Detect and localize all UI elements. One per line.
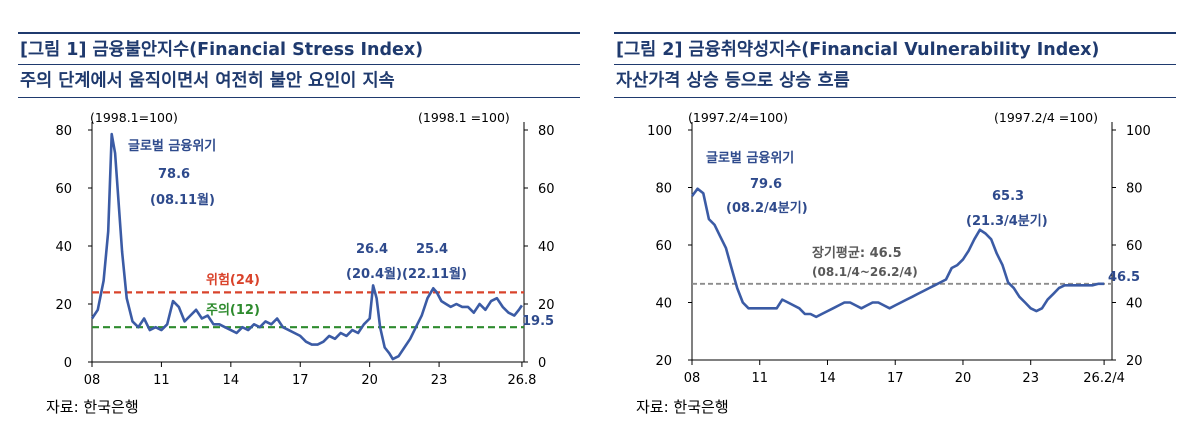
fsi-2022-value: 25.4 — [416, 242, 448, 257]
fvi-xtick-label: 14 — [819, 371, 836, 386]
fsi-figure-title: [그림 1] 금융불안지수(Financial Stress Index) — [18, 32, 580, 66]
fvi-series-line — [690, 187, 1105, 319]
fsi-ytick-left-label: 60 — [55, 182, 72, 197]
fsi-unit-left: (1998.1=100) — [90, 110, 178, 125]
fsi-xtick-label: 20 — [361, 373, 378, 388]
fvi-average-range: (08.1/4~26.2/4) — [812, 265, 918, 279]
fvi-ytick-left-label: 60 — [655, 239, 672, 254]
fvi-2021-value: 65.3 — [992, 189, 1024, 204]
fsi-last-value: 19.5 — [522, 314, 554, 329]
fvi-chart: 20 20 40 40 60 60 80 80 100 100 08 11 14 17 20 23 26.2/4… — [647, 110, 1151, 386]
fvi-ytick-right-label: 20 — [1126, 354, 1143, 369]
fsi-2022-date: (22.11월) — [402, 266, 467, 282]
fsi-xtick-label: 26.8 — [507, 373, 536, 388]
fvi-ytick-left-label: 40 — [655, 297, 672, 312]
fvi-average-label: 장기평균: 46.5 — [812, 245, 902, 261]
fsi-crisis-label: 글로벌 금융위기 — [128, 138, 216, 154]
fvi-ytick-left-label: 80 — [655, 182, 672, 197]
fsi-peak-date: (08.11월) — [150, 192, 215, 208]
fvi-last-value: 46.5 — [1108, 270, 1140, 285]
fsi-ytick-left-label: 0 — [64, 356, 72, 371]
fsi-chart: 0 0 20 20 40 40 60 60 80 80 08 11 14 17 20 23 26.8 (1998… — [55, 110, 555, 388]
fsi-ytick-right-label: 60 — [538, 182, 555, 197]
fsi-xtick-label: 23 — [431, 373, 448, 388]
fvi-unit-right: (1997.2/4 =100) — [994, 110, 1098, 125]
fvi-unit-left: (1997.2/4=100) — [688, 110, 788, 125]
fvi-ytick-left-label: 20 — [655, 354, 672, 369]
fsi-ytick-right-label: 20 — [538, 298, 555, 313]
fsi-source: 자료: 한국은행 — [46, 398, 139, 416]
fvi-ytick-right-label: 60 — [1126, 239, 1143, 254]
fvi-source: 자료: 한국은행 — [636, 398, 729, 416]
fvi-ytick-left-label: 100 — [647, 124, 672, 139]
fsi-panel: [그림 1] 금융불안지수(Financial Stress Index) 주의… — [18, 0, 583, 433]
fvi-xtick-label: 17 — [887, 371, 904, 386]
fvi-peak-value: 79.6 — [750, 177, 782, 192]
fsi-unit-right: (1998.1 =100) — [418, 110, 510, 125]
fvi-figure-title: [그림 2] 금융취약성지수(Financial Vulnerability I… — [614, 32, 1176, 66]
fsi-ytick-right-label: 40 — [538, 240, 555, 255]
fvi-2021-date: (21.3/4분기) — [966, 214, 1048, 229]
fvi-xtick-label: 11 — [751, 371, 768, 386]
fvi-xtick-label: 20 — [955, 371, 972, 386]
fsi-caution-label: 주의(12) — [206, 302, 260, 318]
fsi-xtick-label: 17 — [292, 373, 309, 388]
fsi-xtick-label: 08 — [84, 373, 101, 388]
fsi-ytick-right-label: 0 — [538, 356, 546, 371]
fvi-ytick-right-label: 40 — [1126, 297, 1143, 312]
fsi-danger-label: 위험(24) — [206, 272, 260, 288]
fvi-panel: [그림 2] 금융취약성지수(Financial Vulnerability I… — [614, 0, 1179, 433]
fsi-ytick-left-label: 40 — [55, 240, 72, 255]
fvi-xtick-label: 23 — [1022, 371, 1039, 386]
fvi-peak-date: (08.2/4분기) — [726, 201, 808, 216]
fsi-xtick-label: 11 — [153, 373, 170, 388]
fvi-xtick-label: 26.2/4 — [1083, 371, 1125, 386]
fsi-xtick-label: 14 — [223, 373, 240, 388]
fsi-peak-value: 78.6 — [158, 167, 190, 182]
fsi-ytick-left-label: 20 — [55, 298, 72, 313]
fsi-figure-subtitle: 주의 단계에서 움직이면서 여전히 불안 요인이 지속 — [18, 64, 580, 98]
fsi-ytick-right-label: 80 — [538, 124, 555, 139]
fsi-2020-value: 26.4 — [356, 242, 388, 257]
fvi-ytick-right-label: 100 — [1126, 124, 1151, 139]
fvi-figure-subtitle: 자산가격 상승 등으로 상승 흐름 — [614, 64, 1176, 98]
fsi-2020-date: (20.4월) — [346, 266, 402, 282]
fvi-xtick-label: 08 — [684, 371, 701, 386]
fsi-ytick-left-label: 80 — [55, 124, 72, 139]
fsi-series-line — [90, 132, 523, 361]
fvi-ytick-right-label: 80 — [1126, 182, 1143, 197]
fvi-crisis-label: 글로벌 금융위기 — [706, 150, 794, 166]
